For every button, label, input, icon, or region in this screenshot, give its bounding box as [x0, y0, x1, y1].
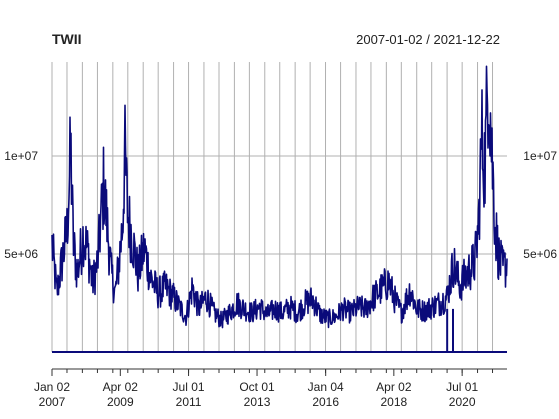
x-tick-label: Jan 04	[308, 380, 344, 394]
y-tick-label-left: 5e+06	[4, 247, 38, 261]
x-tick-label: Apr 02	[376, 380, 412, 394]
date-range-label: 2007-01-02 / 2021-12-22	[356, 32, 500, 47]
x-tick-label: Jul 01	[173, 380, 205, 394]
y-tick-label-right: 1e+07	[523, 149, 557, 163]
chart-title: TWII	[52, 31, 82, 47]
x-tick-year: 2020	[449, 395, 476, 409]
x-tick-label: Oct 01	[239, 380, 275, 394]
x-tick-label: Jan 02	[34, 380, 70, 394]
x-tick-year: 2018	[380, 395, 407, 409]
x-tick-year: 2013	[244, 395, 271, 409]
x-tick-year: 2016	[312, 395, 339, 409]
x-tick-year: 2009	[107, 395, 134, 409]
x-tick-label: Jul 01	[446, 380, 478, 394]
y-tick-label-right: 5e+06	[523, 247, 557, 261]
x-tick-year: 2011	[176, 395, 202, 409]
x-tick-label: Apr 02	[103, 380, 139, 394]
y-tick-label-left: 1e+07	[4, 149, 38, 163]
x-tick-year: 2007	[39, 395, 66, 409]
